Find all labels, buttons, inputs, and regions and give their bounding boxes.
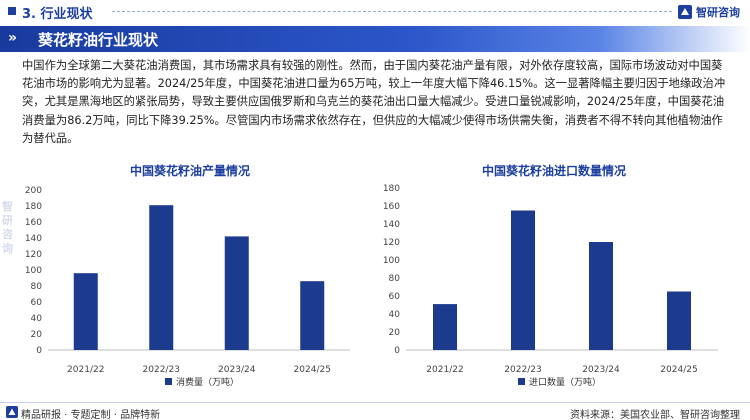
- y-tick-label: 160: [25, 218, 42, 228]
- footer-logo-icon: [6, 406, 18, 418]
- y-tick-label: 120: [383, 238, 400, 248]
- bar: [667, 291, 691, 350]
- production-chart: 中国葵花籽油产量情况 0 20 40 60 80 100 120 140 160 180 200 20…: [20, 158, 360, 400]
- bar: [73, 273, 98, 350]
- production-chart-plot: 0 20 40 60 80 100 120 140 160 180 200 2021/22 2022/2…: [25, 186, 350, 375]
- y-tick-label: 140: [25, 234, 42, 244]
- y-tick-label: 80: [389, 274, 401, 284]
- footer-tagline: 精品研报 · 专题定制 · 品牌特新: [21, 410, 161, 420]
- y-tick-label: 200: [25, 186, 42, 196]
- body-paragraph: 中国作为全球第二大葵花油消费国，其市场需求具有较强的刚性。然而，由于国内葵花油产…: [22, 59, 726, 145]
- x-tick-label: 2021/22: [67, 365, 104, 375]
- brand-logo-group: 智研咨询: [678, 4, 740, 20]
- source-note: 资料来源：美国农业部、智研咨询整理: [570, 410, 740, 420]
- y-tick-label: 40: [31, 314, 43, 324]
- legend-swatch: [165, 378, 172, 385]
- bar: [589, 242, 613, 350]
- y-tick-label: 140: [383, 220, 400, 230]
- x-tick-label: 2023/24: [218, 365, 256, 375]
- legend-label: 进口数量（万吨）: [529, 378, 602, 388]
- legend-label: 消费量（万吨）: [176, 378, 240, 388]
- chart-title: 中国葵花籽油产量情况: [129, 164, 250, 178]
- legend-swatch: [518, 378, 525, 385]
- y-tick-label: 160: [383, 202, 400, 212]
- footer-divider: [0, 402, 750, 403]
- footer: 精品研报 · 专题定制 · 品牌特新 资料来源：美国农业部、智研咨询整理: [0, 402, 750, 420]
- x-tick-label: 2022/23: [143, 365, 180, 375]
- y-tick-label: 40: [389, 310, 401, 320]
- brand-name: 智研咨询: [696, 6, 740, 19]
- x-tick-label: 2021/22: [426, 365, 463, 375]
- y-tick-label: 100: [25, 266, 42, 276]
- y-tick-label: 0: [36, 346, 42, 356]
- chart-legend: 消费量（万吨）: [165, 375, 239, 388]
- y-tick-label: 100: [383, 256, 400, 266]
- y-tick-label: 80: [31, 282, 43, 292]
- section-divider: [112, 11, 672, 12]
- y-tick-label: 60: [31, 298, 43, 308]
- bar: [224, 236, 249, 350]
- import-chart: 中国葵花籽油进口数量情况 0 20 40 60 80 100 120 140 160 180 202…: [378, 158, 730, 400]
- brand-logo-icon: [678, 5, 692, 19]
- watermark-text: 智研咨询: [2, 200, 13, 255]
- bar: [149, 205, 174, 350]
- bar: [433, 304, 457, 350]
- y-tick-label: 0: [394, 346, 400, 356]
- bar: [300, 281, 325, 350]
- chart-legend: 进口数量（万吨）: [518, 375, 601, 388]
- x-tick-label: 2023/24: [582, 365, 620, 375]
- y-tick-label: 180: [383, 184, 400, 194]
- bar: [511, 210, 535, 350]
- section-header: 3. 行业现状 智研咨询: [0, 0, 750, 24]
- y-tick-label: 120: [25, 250, 42, 260]
- title-banner: » 葵花籽油行业现状: [0, 26, 750, 52]
- y-tick-label: 20: [31, 330, 43, 340]
- y-tick-label: 180: [25, 202, 42, 212]
- y-tick-label: 20: [389, 328, 401, 338]
- chart-title: 中国葵花籽油进口数量情况: [481, 164, 626, 178]
- section-title: 3. 行业现状: [22, 7, 93, 22]
- x-tick-label: 2022/23: [504, 365, 541, 375]
- double-chevron-icon: »: [8, 30, 18, 46]
- x-tick-label: 2024/25: [660, 365, 697, 375]
- section-marker-icon: [8, 7, 16, 15]
- x-tick-label: 2024/25: [294, 365, 331, 375]
- page-title: 葵花籽油行业现状: [38, 31, 159, 49]
- import-chart-plot: 0 20 40 60 80 100 120 140 160 180 2021/22 2022/23 20…: [383, 184, 718, 375]
- y-tick-label: 60: [389, 292, 401, 302]
